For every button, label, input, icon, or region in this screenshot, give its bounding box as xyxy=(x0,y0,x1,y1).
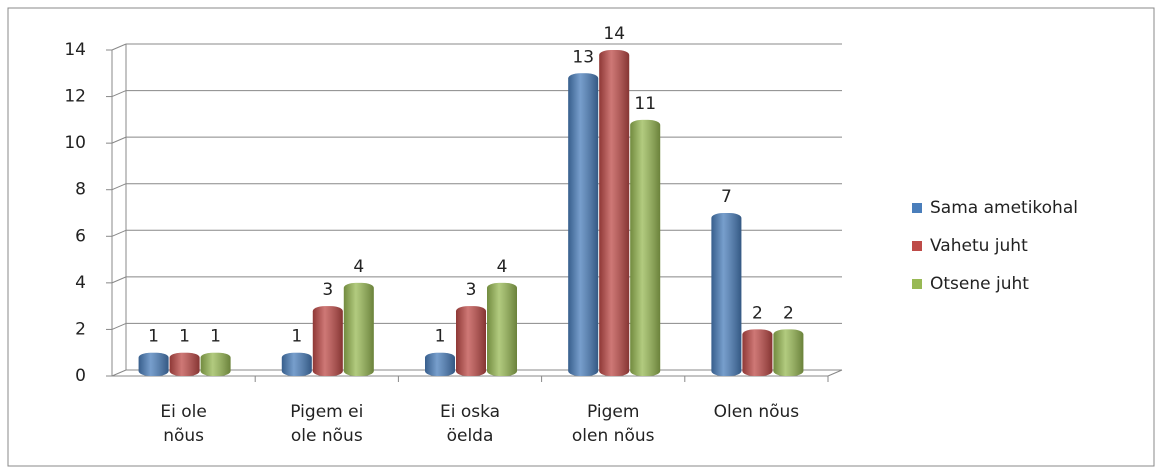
bar xyxy=(568,73,599,377)
x-tick-label: Pigem olen nõus xyxy=(572,402,655,446)
y-tick-label: 8 xyxy=(75,180,86,200)
bar xyxy=(599,50,630,376)
y-tick-label: 0 xyxy=(75,366,86,386)
bar-shade xyxy=(487,282,517,376)
data-label: 4 xyxy=(497,257,508,277)
bar-shade xyxy=(773,329,804,376)
bar xyxy=(200,352,231,376)
bar-shade xyxy=(630,119,661,376)
y-tick-label: 10 xyxy=(64,133,86,153)
bar-shade xyxy=(456,306,486,376)
data-label: 11 xyxy=(634,94,656,114)
grid-line xyxy=(111,183,127,191)
bar-shade xyxy=(343,282,374,376)
bar xyxy=(169,352,200,376)
bar-shade xyxy=(599,50,630,376)
data-label: 1 xyxy=(148,327,159,347)
y-tick-label: 6 xyxy=(75,226,86,246)
data-label: 1 xyxy=(435,327,446,347)
grid-line xyxy=(111,322,127,330)
x-tick-label-line: nõus xyxy=(163,426,204,446)
bar-shade xyxy=(200,352,231,376)
x-tick-label-line: Ei ole xyxy=(160,402,206,422)
x-axis xyxy=(827,369,843,377)
grid-line xyxy=(111,43,127,51)
x-tick-label-line: Pigem xyxy=(587,402,639,422)
legend-swatch xyxy=(912,203,922,213)
x-tick-label: Ei oska öelda xyxy=(440,402,500,446)
bar-shade xyxy=(138,352,169,376)
data-label: 13 xyxy=(572,47,594,67)
data-label: 1 xyxy=(179,327,190,347)
x-tick-label-line: ole nõus xyxy=(291,426,363,446)
data-label: 4 xyxy=(353,257,364,277)
y-tick-label: 2 xyxy=(75,319,86,339)
grid-line xyxy=(111,276,127,284)
data-label: 2 xyxy=(752,303,763,323)
data-label: 3 xyxy=(322,280,333,300)
bar xyxy=(343,282,374,376)
bar xyxy=(281,352,312,376)
legend-label: Vahetu juht xyxy=(930,236,1028,256)
bar xyxy=(312,306,343,376)
y-tick-label: 4 xyxy=(75,273,86,293)
legend-label: Sama ametikohal xyxy=(930,198,1078,218)
x-tick-label: Olen nõus xyxy=(714,402,800,422)
bar xyxy=(456,306,486,376)
data-label: 14 xyxy=(603,24,625,44)
grid-line xyxy=(111,136,127,144)
data-label: 1 xyxy=(291,327,302,347)
x-tick-label-line: Olen nõus xyxy=(714,402,800,422)
legend-label: Otsene juht xyxy=(930,274,1029,294)
bar xyxy=(742,329,773,376)
x-tick-label: Ei ole nõus xyxy=(160,402,206,446)
bar-shade xyxy=(169,352,200,376)
bar xyxy=(138,352,169,376)
bar-shade xyxy=(568,73,599,377)
bar-shade xyxy=(742,329,773,376)
data-label: 7 xyxy=(721,187,732,207)
x-tick-label-line: Ei oska xyxy=(440,402,500,422)
legend-swatch xyxy=(912,241,922,251)
bar-shade xyxy=(425,352,455,376)
x-tick-label-line: Pigem ei xyxy=(290,402,363,422)
bar-shade xyxy=(711,213,742,376)
y-tick-label: 14 xyxy=(64,40,86,60)
bar xyxy=(487,282,517,376)
x-tick-label-line: öelda xyxy=(447,426,494,446)
bar xyxy=(630,119,661,376)
data-label: 1 xyxy=(210,327,221,347)
y-tick-label: 12 xyxy=(64,87,86,107)
bar xyxy=(711,213,742,376)
legend-swatch xyxy=(912,279,922,289)
bar xyxy=(773,329,804,376)
grid-line xyxy=(111,90,127,98)
bar-shade xyxy=(281,352,312,376)
bar-shade xyxy=(312,306,343,376)
x-tick-label-line: olen nõus xyxy=(572,426,655,446)
grid-line xyxy=(111,369,127,377)
bar xyxy=(425,352,455,376)
grid-line xyxy=(111,229,127,237)
x-tick-label: Pigem ei ole nõus xyxy=(290,402,363,446)
data-label: 2 xyxy=(783,303,794,323)
data-label: 3 xyxy=(466,280,477,300)
